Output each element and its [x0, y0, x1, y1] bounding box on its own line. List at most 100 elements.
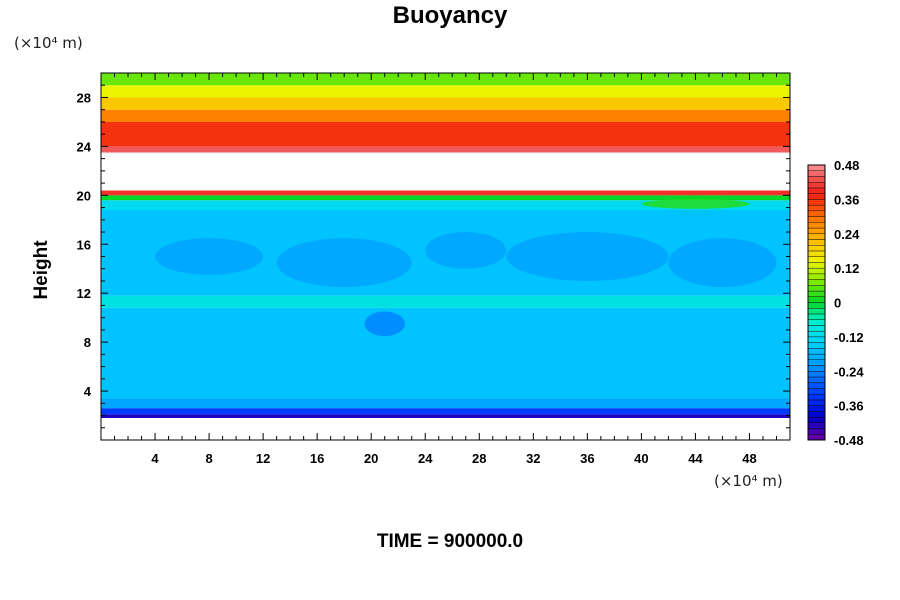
colorbar-step	[807, 176, 826, 183]
x-tick-label: 24	[418, 451, 433, 466]
colorbar-step	[807, 393, 826, 401]
field-patch-5	[364, 311, 405, 337]
colorbar-step	[807, 199, 826, 206]
colorbar-step	[807, 296, 826, 303]
field-layer-15	[101, 85, 790, 98]
colorbar-step	[807, 342, 826, 349]
field-layer-11	[101, 146, 790, 153]
colorbar-step	[807, 245, 826, 252]
field-layer-8	[101, 195, 790, 201]
y-tick-label: 28	[77, 90, 91, 105]
time-label: TIME = 900000.0	[376, 531, 524, 552]
field-patch-3	[506, 232, 669, 281]
colorbar-step	[807, 371, 826, 378]
y-tick-label: 24	[77, 139, 92, 154]
colorbar-label: 0.36	[834, 192, 859, 207]
colorbar-step	[807, 428, 826, 435]
field-layer-13	[101, 109, 790, 122]
colorbar-step	[807, 405, 826, 412]
colorbar-step	[807, 256, 826, 263]
plot-patches	[155, 199, 777, 337]
colorbar-step	[807, 313, 826, 320]
x-tick-label: 44	[688, 451, 703, 466]
field-layer-1	[101, 414, 790, 418]
colorbar-step	[807, 290, 826, 297]
field-layer-12	[101, 121, 790, 147]
colorbar-step	[807, 279, 826, 286]
colorbar-step	[807, 353, 826, 360]
colorbar-step	[807, 216, 826, 223]
colorbar-step	[807, 285, 826, 292]
field-layer-7	[101, 200, 790, 211]
colorbar-step	[807, 308, 826, 315]
y-tick-label: 20	[77, 188, 91, 203]
colorbar-step	[807, 204, 826, 212]
y-tick-label: 16	[77, 237, 91, 252]
colorbar-step	[807, 262, 826, 269]
field-layer-14	[101, 97, 790, 110]
plot-fill-layers	[101, 73, 790, 440]
x-tick-label: 8	[205, 451, 212, 466]
colorbar-step	[807, 239, 826, 246]
x-axis-unit: (×10⁴ m)	[714, 472, 783, 490]
colorbar-label: 0.24	[834, 227, 860, 242]
colorbar-label: -0.24	[834, 364, 864, 379]
y-tick-label: 4	[84, 384, 92, 399]
colorbar-step	[807, 411, 826, 418]
colorbar-step	[807, 382, 826, 389]
colorbar-step	[807, 422, 826, 429]
x-tick-label: 36	[580, 451, 594, 466]
colorbar-step	[807, 319, 826, 326]
colorbar-step	[807, 365, 826, 372]
y-tick-label: 8	[84, 335, 91, 350]
field-patch-2	[425, 232, 507, 269]
chart-title: Buoyancy	[392, 2, 508, 29]
field-layer-3	[101, 398, 790, 409]
field-patch-1	[276, 238, 412, 288]
colorbar-frame	[807, 164, 826, 441]
colorbar-step	[807, 348, 826, 355]
colorbar-step	[807, 434, 826, 441]
y-axis-unit: (×10⁴ m)	[14, 34, 83, 52]
y-axis-ticks: 4 8 12 16 20 24 28	[77, 84, 790, 429]
colorbar-step	[807, 227, 826, 234]
x-tick-label: 16	[310, 451, 324, 466]
x-tick-label: 20	[364, 451, 378, 466]
field-layer-5	[101, 295, 790, 308]
colorbar-step	[807, 273, 826, 280]
field-layer-4	[101, 307, 790, 399]
x-tick-label: 32	[526, 451, 540, 466]
colorbar-step	[807, 187, 826, 194]
colorbar-step	[807, 325, 826, 332]
x-tick-label: 28	[472, 451, 486, 466]
colorbar-step	[807, 330, 826, 338]
colorbar-label: -0.48	[834, 433, 864, 448]
colorbar-label: 0	[834, 296, 841, 311]
colorbar-step	[807, 388, 826, 395]
colorbar-step	[807, 359, 826, 366]
colorbar-step	[807, 267, 826, 275]
colorbar-step	[807, 233, 826, 240]
colorbar: 0.48 0.36 0.24 0.12 0 -0.12 -0.24 -0.36 -0.48	[807, 158, 864, 448]
field-patch-6	[641, 199, 750, 209]
field-layer-10	[101, 152, 790, 191]
colorbar-step	[807, 222, 826, 229]
field-layer-2	[101, 408, 790, 415]
x-tick-label: 4	[151, 451, 159, 466]
field-patch-4	[668, 238, 777, 288]
field-layer-9	[101, 190, 790, 196]
x-tick-label: 40	[634, 451, 648, 466]
colorbar-label: 0.12	[834, 261, 859, 276]
colorbar-step	[807, 416, 826, 424]
colorbar-step	[807, 399, 826, 406]
colorbar-step	[807, 193, 826, 200]
field-layer-16	[101, 73, 790, 86]
colorbar-label: -0.12	[834, 330, 864, 345]
field-patch-0	[155, 238, 264, 275]
colorbar-step	[807, 302, 826, 309]
colorbar-label: -0.36	[834, 399, 864, 414]
colorbar-step	[807, 250, 826, 257]
colorbar-step	[807, 181, 826, 189]
x-axis-ticks: 4 8 12 16 20 24 28 32 36 40 44 48	[114, 73, 777, 466]
